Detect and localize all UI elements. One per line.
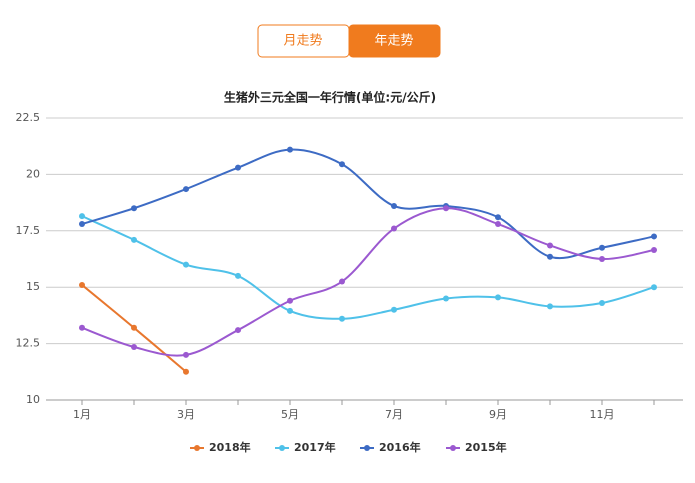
data-point (131, 343, 137, 350)
data-point (651, 246, 657, 253)
legend-dot (279, 445, 285, 451)
y-tick-label: 22.5 (16, 111, 41, 124)
y-tick-label: 15 (26, 280, 40, 293)
data-point (183, 261, 189, 268)
data-point (391, 306, 397, 313)
y-tick-label: 20 (26, 167, 40, 180)
data-point (599, 256, 605, 262)
data-point (651, 284, 657, 291)
data-point (131, 324, 137, 331)
data-point (339, 161, 345, 168)
data-point (339, 315, 345, 322)
tab-label[interactable]: 年走势 (374, 33, 413, 49)
tab-label[interactable]: 月走势 (283, 33, 322, 49)
data-point (443, 295, 449, 302)
tab-year[interactable] (348, 24, 441, 58)
series-line (81, 207, 655, 357)
legend-label: 2015年 (465, 440, 507, 454)
legend-dot (194, 445, 200, 451)
data-point (443, 205, 449, 212)
data-point (391, 225, 397, 232)
legend-label: 2016年 (379, 440, 421, 454)
data-point (183, 186, 189, 193)
data-point (79, 213, 85, 220)
legend-dot (450, 445, 456, 451)
data-point (235, 327, 241, 334)
data-point (183, 368, 189, 375)
data-point (495, 294, 501, 301)
data-point (495, 214, 501, 221)
data-point (391, 202, 397, 209)
x-tick-label: 5月 (281, 408, 299, 421)
legend-dot (364, 445, 370, 451)
legend-label: 2018年 (209, 440, 251, 454)
data-point (235, 272, 241, 279)
data-point (131, 236, 137, 243)
y-tick-label: 17.5 (16, 224, 41, 237)
data-point (495, 221, 501, 228)
data-point (183, 351, 189, 358)
series-line (81, 148, 655, 259)
x-tick-label: 1月 (73, 408, 91, 421)
data-point (287, 297, 293, 304)
y-tick-label: 12.5 (16, 337, 41, 350)
x-tick-label: 11月 (590, 408, 615, 421)
data-point (287, 146, 293, 153)
chart-title: 生猪外三元全国一年行情(单位:元/公斤) (224, 90, 436, 105)
data-point (651, 233, 657, 240)
data-point (287, 307, 293, 314)
data-point (79, 221, 85, 228)
x-tick-label: 9月 (489, 408, 507, 421)
data-point (339, 278, 345, 285)
data-point (599, 244, 605, 251)
data-point (79, 281, 85, 288)
series-line (81, 215, 655, 320)
data-point (599, 299, 605, 306)
data-point (131, 205, 137, 212)
legend-label: 2017年 (294, 440, 336, 454)
y-tick-label: 10 (26, 393, 40, 406)
data-point (547, 253, 553, 260)
data-point (547, 303, 553, 310)
data-point (235, 164, 241, 171)
data-point (79, 324, 85, 331)
x-tick-label: 7月 (385, 408, 403, 421)
x-tick-label: 3月 (177, 408, 195, 421)
data-point (547, 242, 553, 249)
